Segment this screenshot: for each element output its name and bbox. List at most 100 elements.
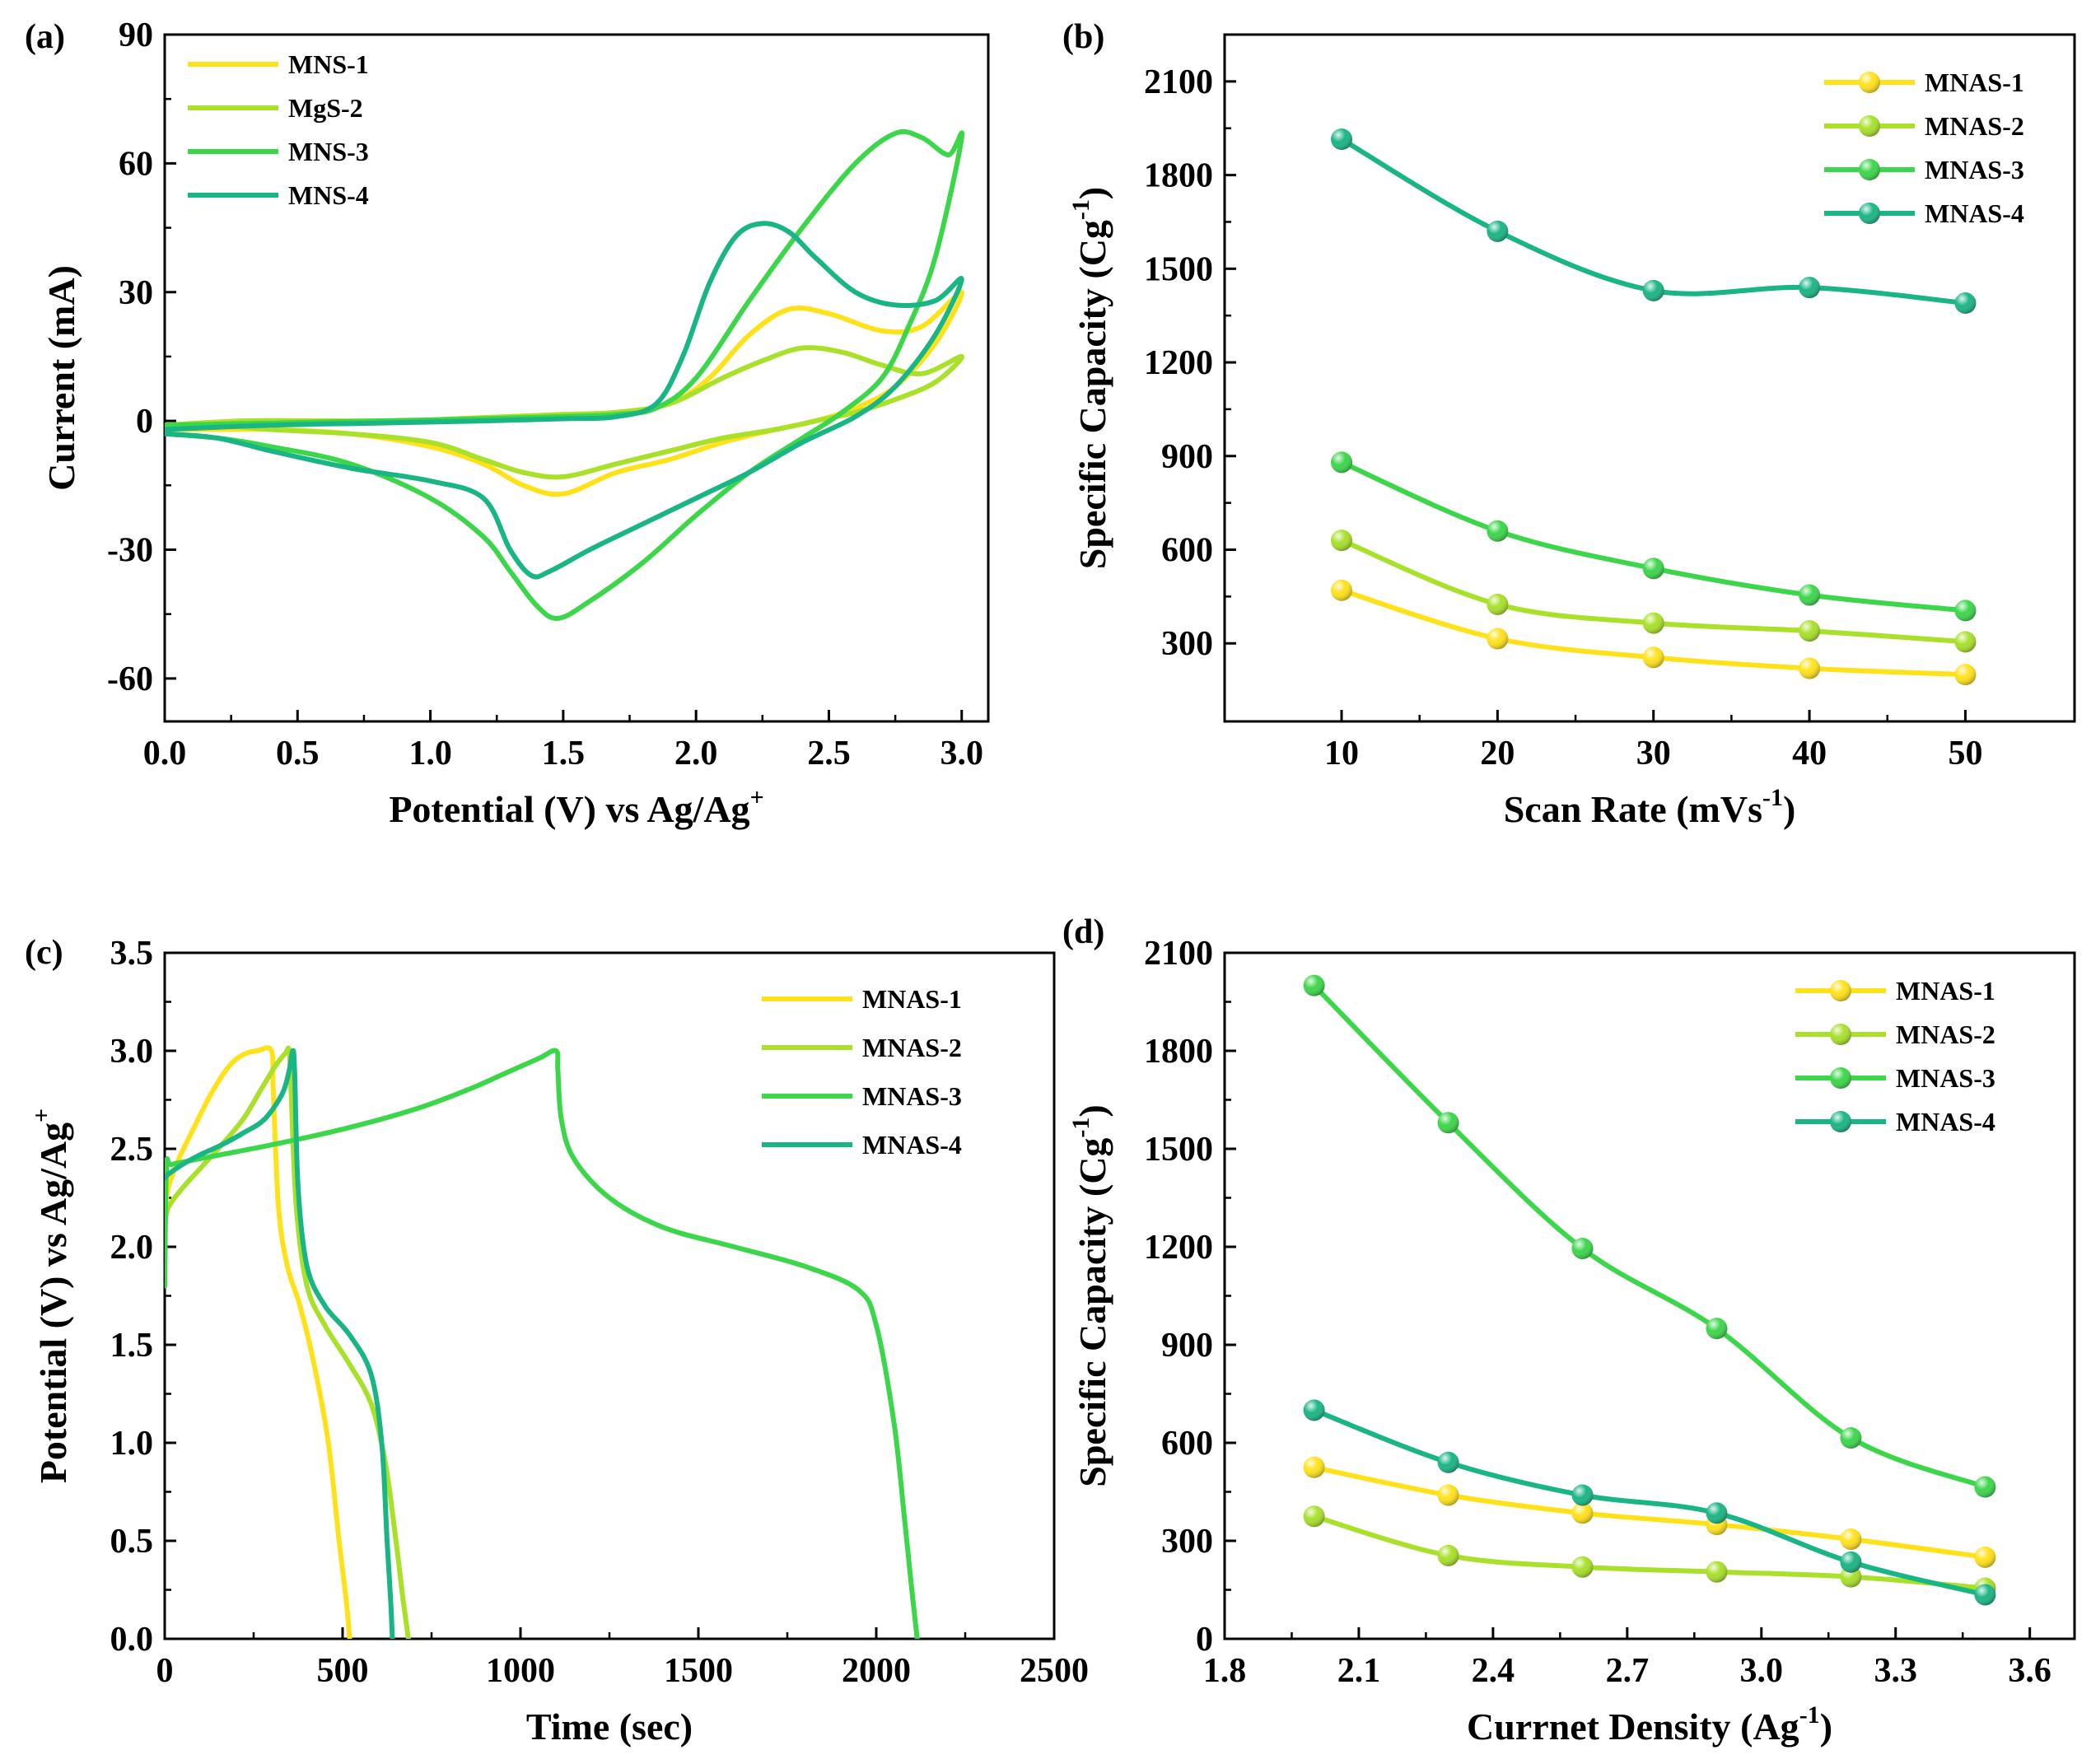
- data-point-shade: [1642, 279, 1664, 301]
- legend-marker-shade: [1830, 1067, 1851, 1089]
- data-point-shade: [1799, 620, 1821, 642]
- data-layer: [165, 128, 965, 621]
- data-point-shade: [1974, 1546, 1996, 1568]
- data-point-shade: [1974, 1476, 1996, 1498]
- data-point-shade: [1437, 1484, 1459, 1506]
- data-point-shade: [1642, 558, 1664, 580]
- data-point-shade: [1487, 628, 1509, 650]
- series-line-mnas-1: [1311, 1464, 1988, 1560]
- legend-label: MNAS-1: [1896, 976, 1995, 1006]
- x-tick-label: 1500: [664, 1652, 733, 1690]
- plot-frame: [163, 33, 990, 723]
- x-axis-label: Scan Rate (mVs-1): [1504, 784, 1796, 830]
- legend-label: MNS-1: [288, 49, 369, 79]
- legend-marker-shade: [1830, 1024, 1851, 1045]
- data-point-shade: [1437, 1544, 1459, 1566]
- data-point-shade: [1437, 1112, 1459, 1134]
- data-point-shade: [1487, 220, 1509, 242]
- y-tick-label: 900: [1161, 438, 1213, 476]
- data-layer: [165, 1045, 920, 1639]
- x-axis-label-sup: -1: [1762, 784, 1783, 811]
- y-axis-label: Specific Capacity (Cg-1): [1067, 1104, 1113, 1486]
- data-point-shade: [1706, 1318, 1728, 1340]
- y-axis-label-tail: ): [1071, 187, 1113, 199]
- panel-label: (a): [25, 18, 65, 56]
- legend-label: MNAS-3: [862, 1081, 962, 1111]
- x-tick-label: 0: [156, 1652, 174, 1690]
- data-point-shade: [1437, 1451, 1459, 1473]
- x-tick-label: 30: [1636, 735, 1671, 772]
- series-line-mns-4: [165, 221, 964, 580]
- legend-marker-shade: [1859, 72, 1880, 93]
- data-point-shade: [1642, 612, 1664, 634]
- legend-label: MNS-4: [288, 180, 369, 210]
- plot-frame: [1223, 33, 2076, 723]
- data-point-shade: [1799, 277, 1821, 299]
- data-point-shade: [1954, 600, 1977, 622]
- y-tick-label: 2100: [1144, 935, 1213, 973]
- x-axis-label: Potential (V) vs Ag/Ag+: [389, 784, 763, 830]
- y-tick-label: 60: [119, 145, 153, 183]
- data-point-shade: [1303, 1456, 1325, 1478]
- y-tick-label: 2.5: [110, 1131, 154, 1169]
- x-axis-label-sup: -1: [1799, 1701, 1820, 1729]
- y-tick-label: 3.0: [110, 1033, 154, 1071]
- y-tick-label: 0.5: [110, 1523, 154, 1561]
- data-point-shade: [1571, 1484, 1594, 1506]
- x-tick-label: 1.5: [542, 735, 586, 772]
- x-tick-label: 10: [1324, 735, 1359, 772]
- x-tick-label: 2000: [842, 1652, 911, 1690]
- legend-label: MNAS-2: [862, 1033, 962, 1062]
- x-tick-label: 1000: [486, 1652, 555, 1690]
- y-tick-label: 1500: [1144, 1131, 1213, 1169]
- x-tick-label: 2.1: [1337, 1652, 1381, 1690]
- x-tick-label: 500: [317, 1652, 369, 1690]
- y-tick-label: 600: [1161, 532, 1213, 570]
- x-tick-label: 0.0: [143, 735, 187, 772]
- x-tick-label: 50: [1948, 735, 1982, 772]
- panel-a-cv-chart: 0.0 0.5 1.0 1.5 2.0 2.5 3.0 -60 -30 0 30 60 90 (a) Pot…: [25, 16, 990, 830]
- x-axis-label: Currnet Density (Ag-1): [1467, 1701, 1832, 1748]
- data-point-shade: [1331, 451, 1353, 474]
- x-tick-label: 1.0: [408, 735, 452, 772]
- x-tick-label: 2.5: [807, 735, 851, 772]
- y-tick-label: 1200: [1144, 1229, 1213, 1267]
- data-point-shade: [1331, 128, 1353, 150]
- data-point-shade: [1331, 530, 1353, 552]
- y-tick-label: 1200: [1144, 344, 1213, 382]
- legend-label: MNAS-3: [1896, 1063, 1995, 1093]
- y-tick-label: 1800: [1144, 1033, 1213, 1071]
- series-line-mnas-3: [1311, 982, 1988, 1490]
- data-layer: [1331, 128, 1977, 686]
- y-tick-label: 1500: [1144, 250, 1213, 288]
- y-axis-label-sup: -1: [1067, 1118, 1095, 1138]
- x-tick-label: 2.4: [1472, 1652, 1515, 1690]
- data-point-shade: [1642, 646, 1664, 669]
- data-point-shade: [1331, 579, 1353, 601]
- y-axis-label-sup: +: [28, 1108, 55, 1122]
- series-line-mns-1: [165, 289, 964, 497]
- y-tick-label: 0: [1196, 1621, 1213, 1659]
- data-point-shade: [1571, 1502, 1594, 1524]
- legend-label: MNAS-2: [1896, 1020, 1995, 1049]
- legend-marker-shade: [1830, 980, 1851, 1001]
- data-point-shade: [1954, 664, 1977, 686]
- legend-marker-shade: [1830, 1111, 1851, 1132]
- y-tick-label: 1.5: [110, 1327, 154, 1365]
- y-tick-label: 2.0: [110, 1229, 154, 1267]
- data-point-shade: [1487, 593, 1509, 615]
- y-tick-label: 0.0: [110, 1621, 154, 1659]
- x-tick-label: 2500: [1020, 1652, 1089, 1690]
- y-axis-label: Specific Capacity (Cg-1): [1067, 187, 1113, 569]
- y-tick-label: 600: [1161, 1425, 1213, 1463]
- data-point-shade: [1303, 974, 1325, 996]
- x-tick-label: 3.6: [2008, 1652, 2051, 1690]
- legend-label: MNAS-3: [1925, 155, 2024, 184]
- x-axis-label-tail: ): [1820, 1706, 1832, 1748]
- y-tick-label: 900: [1161, 1327, 1213, 1365]
- legend-label: MgS-2: [288, 93, 363, 123]
- data-point-shade: [1799, 584, 1821, 606]
- panel-d-current-density-chart: 1.8 2.1 2.4 2.7 3.0 3.3 3.6 0 300 600 900 1200 1500 1…: [1062, 913, 2076, 1748]
- data-point-shade: [1840, 1528, 1862, 1551]
